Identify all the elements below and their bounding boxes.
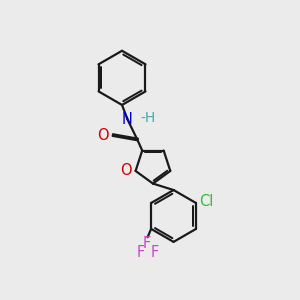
Text: O: O: [98, 128, 109, 143]
Text: F: F: [151, 245, 159, 260]
Text: O: O: [120, 164, 132, 178]
Text: -H: -H: [141, 111, 156, 124]
Text: F: F: [137, 245, 145, 260]
Text: F: F: [142, 236, 151, 251]
Text: Cl: Cl: [200, 194, 214, 209]
Text: N: N: [122, 112, 133, 127]
